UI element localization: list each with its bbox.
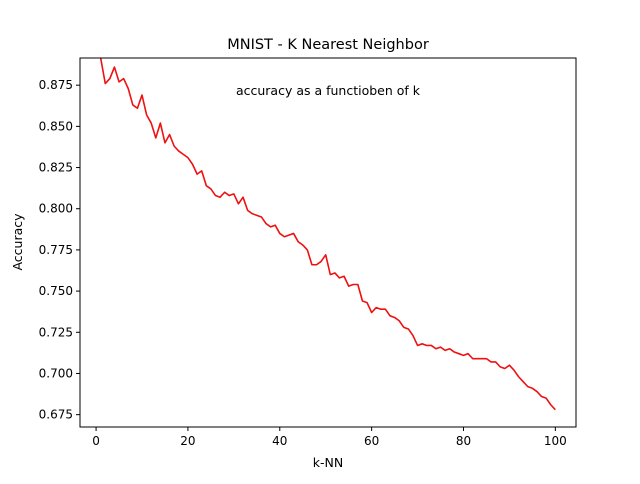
y-tick-label: 0.875 — [39, 78, 73, 92]
x-axis-label: k-NN — [313, 455, 343, 470]
y-tick-label: 0.700 — [39, 366, 73, 380]
x-tick-label: 0 — [92, 434, 100, 448]
y-tick-label: 0.850 — [39, 119, 73, 133]
x-tick-label: 100 — [544, 434, 567, 448]
y-tick-label: 0.825 — [39, 161, 73, 175]
series-line — [99, 58, 556, 411]
chart-title: MNIST - K Nearest Neighbor — [227, 37, 429, 53]
axis-ticks: 0 20 40 60 80 100 0.675 0.700 0.725 0.750 0.775 0.8… — [39, 78, 567, 448]
y-axis-label: Accuracy — [10, 213, 25, 271]
x-tick-label: 60 — [364, 434, 379, 448]
y-tick-label: 0.750 — [39, 284, 73, 298]
y-tick-label: 0.675 — [39, 408, 73, 422]
chart-annotation: accuracy as a functioben of k — [236, 83, 421, 98]
y-tick-label: 0.800 — [39, 202, 73, 216]
y-tick-label: 0.725 — [39, 325, 73, 339]
x-tick-label: 20 — [180, 434, 195, 448]
y-tick-label: 0.775 — [39, 243, 73, 257]
x-tick-label: 40 — [272, 434, 287, 448]
x-tick-label: 80 — [456, 434, 471, 448]
plot-area — [99, 58, 556, 411]
plot-frame — [79, 57, 577, 428]
